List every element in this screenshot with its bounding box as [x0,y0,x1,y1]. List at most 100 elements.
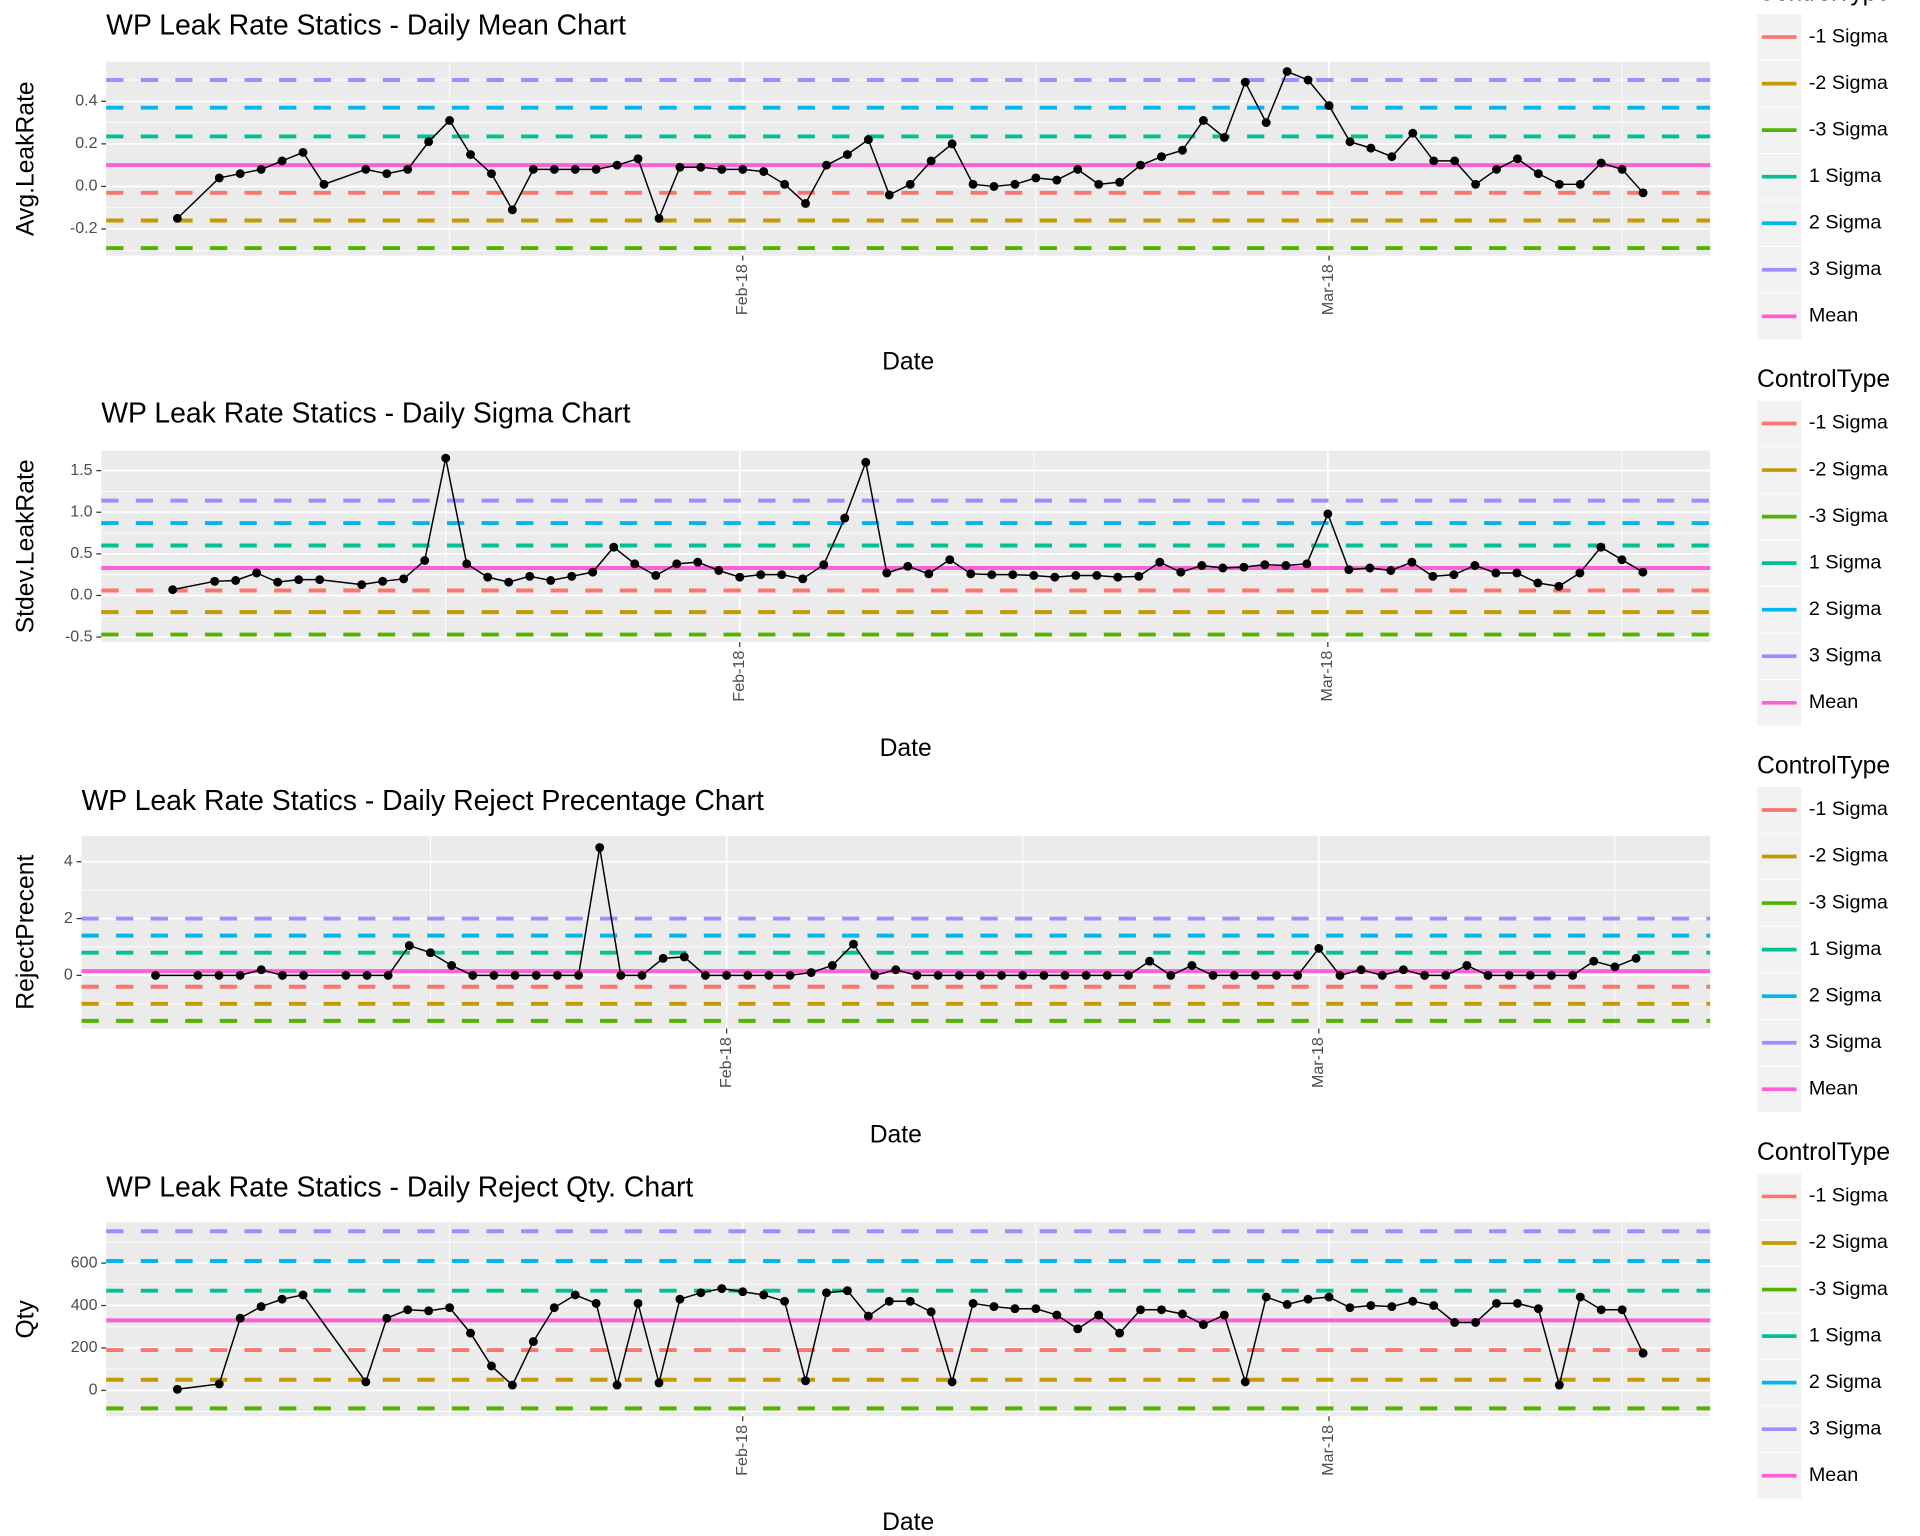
data-point [633,154,643,164]
data-point [382,169,392,179]
legend-label: 3 Sigma [1809,1031,1881,1053]
data-point [1010,1304,1020,1314]
y-tick-label: 200 [71,1338,98,1356]
data-point [612,160,622,170]
x-axis-title: Date [882,1509,934,1536]
data-point [1492,1298,1501,1308]
data-point [696,1288,706,1298]
legend-label: Mean [1809,1077,1858,1099]
data-point [882,568,892,578]
data-point [861,457,871,467]
data-point [1094,179,1104,189]
x-tick-label: Mar-18 [1309,1037,1327,1088]
data-point [912,970,922,980]
data-point [172,213,182,223]
legend-label: -3 Sigma [1809,118,1888,140]
legend-label: Mean [1809,305,1858,327]
data-point [822,1288,831,1298]
data-point [827,961,837,970]
data-point [612,1380,622,1390]
data-point [1471,179,1481,189]
data-series [151,843,1641,980]
data-point [1050,572,1060,582]
data-point [806,968,816,978]
data-point [785,970,795,980]
data-point [933,970,943,980]
data-point [863,135,873,145]
data-point [840,513,850,523]
data-point [997,970,1006,980]
data-point [1261,1292,1271,1302]
data-point [1366,1301,1376,1310]
data-point [1208,970,1218,980]
data-point [1314,943,1324,953]
data-point [947,1377,957,1387]
panel: -0.2 0.0 0.2 0.4 Feb-18 Mar-18 WP Leak Rate St… [13,10,1711,376]
x-tick-label: Mar-18 [1318,651,1336,702]
data-point [319,179,329,189]
data-point [654,213,664,223]
data-point [658,953,668,963]
legend-label: 1 Sigma [1809,551,1881,573]
data-point [1136,160,1146,170]
data-point [277,970,287,980]
data-point [1462,961,1472,970]
y-tick-label: 0.0 [70,586,92,604]
data-point [1073,164,1083,174]
panel: 0 200 400 600 Feb-18 Mar-18 WP Leak Rate Stati… [13,1172,1711,1536]
data-point [1073,1324,1083,1334]
data-point [299,970,309,980]
data-point [277,156,287,166]
data-point [214,1379,224,1389]
data-point [1303,1294,1313,1304]
legend-label: 2 Sigma [1809,598,1881,620]
legend-label: 2 Sigma [1809,984,1881,1006]
x-tick-label: Feb-18 [733,264,751,315]
legend-label: -2 Sigma [1809,845,1888,867]
data-point [1145,956,1155,966]
data-point [924,569,934,579]
data-point [717,164,727,174]
data-point [1324,1292,1334,1302]
data-point [1408,128,1418,138]
data-point [700,970,710,980]
legend-label: Mean [1809,691,1858,713]
data-point [1513,1298,1522,1308]
data-point [717,1284,727,1293]
data-point [362,970,372,980]
data-point [1398,965,1408,975]
data-point [1596,1305,1606,1315]
data-point [383,970,393,980]
data-point [168,585,178,595]
data-point [863,1311,873,1321]
data-point [445,116,455,125]
data-series [172,1284,1648,1394]
data-point [1250,970,1260,980]
data-point [466,1328,475,1338]
chart-title: WP Leak Rate Statics - Daily Reject Qty.… [106,1172,693,1204]
data-point [926,1307,936,1317]
data-point [1039,970,1049,980]
data-point [1429,156,1439,166]
chart-title: WP Leak Rate Statics - Daily Sigma Chart [101,397,630,429]
data-point [1166,970,1176,980]
data-point [819,560,829,570]
data-point [1324,101,1334,111]
data-series [168,453,1648,595]
legend-title: ControlType [1757,366,1890,393]
data-point [1136,1305,1146,1315]
data-point [945,555,955,565]
data-point [1533,1304,1543,1314]
data-point [675,1294,685,1304]
data-point [403,1305,413,1315]
data-point [1302,559,1312,569]
data-point [891,965,901,975]
y-axis-title: Avg.LeakRate [13,81,40,236]
data-point [714,566,724,575]
data-point [1596,542,1606,552]
data-point [1356,965,1366,975]
data-point [447,961,457,970]
y-tick-label: 0 [89,1381,98,1399]
data-point [849,939,858,949]
data-point [1239,562,1249,572]
